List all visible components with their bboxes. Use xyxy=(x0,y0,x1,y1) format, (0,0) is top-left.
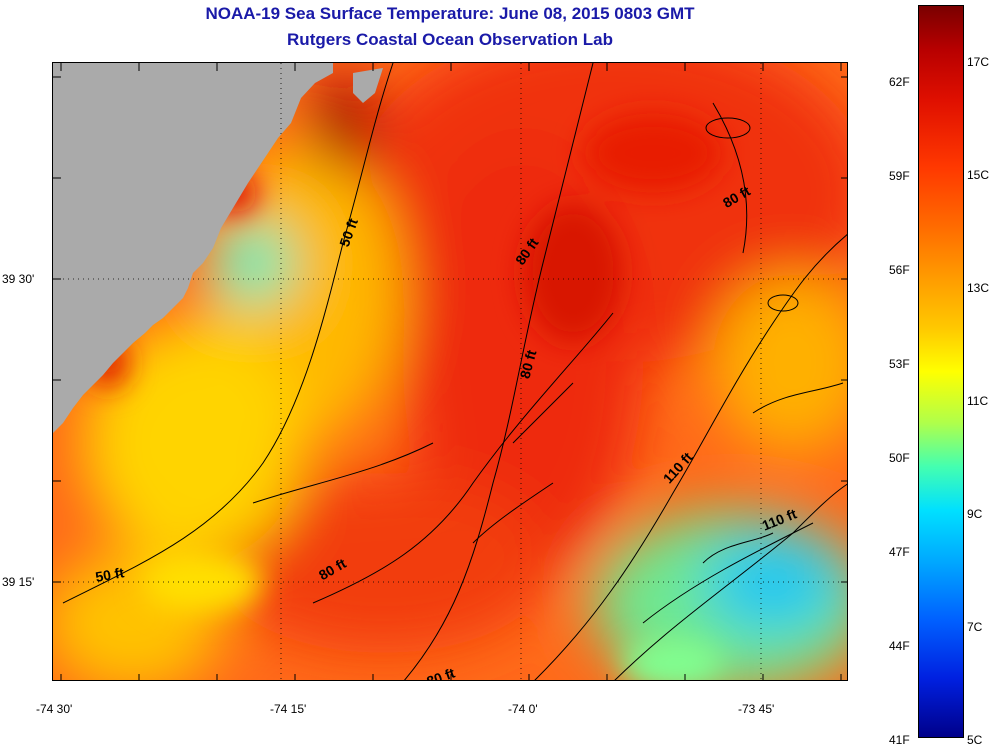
colorbar-label-11c: 11C xyxy=(967,394,989,408)
sst-map: 50 ft 50 ft 80 ft 80 ft 80 ft 80 ft 80 f… xyxy=(52,62,848,681)
lat-label-39-15: 39 15' xyxy=(2,575,35,589)
colorbar-label-5c: 5C xyxy=(967,733,983,747)
colorbar-label-62f: 62F xyxy=(889,75,910,89)
colorbar-label-7c: 7C xyxy=(967,620,983,634)
depth-contours xyxy=(62,63,847,680)
colorbar-label-15c: 15C xyxy=(967,168,990,182)
lon-label-73-45: -73 45' xyxy=(738,702,775,716)
colorbar-label-56f: 56F xyxy=(889,263,910,277)
contour-label-80ft-b: 80 ft xyxy=(517,348,540,380)
lon-label-74-0: -74 0' xyxy=(508,702,538,716)
map-subtitle: Rutgers Coastal Ocean Observation Lab xyxy=(287,30,613,49)
land-area xyxy=(53,63,333,433)
axis-ticks xyxy=(53,63,847,680)
grid-lines xyxy=(53,63,847,680)
colorbar-label-17c: 17C xyxy=(967,55,990,69)
colorbar-label-44f: 44F xyxy=(889,639,910,653)
land-bit xyxy=(353,68,383,103)
colorbar-label-47f: 47F xyxy=(889,545,910,559)
map-title: NOAA-19 Sea Surface Temperature: June 08… xyxy=(205,4,695,23)
lon-label-74-30: -74 30' xyxy=(36,702,73,716)
colorbar-label-53f: 53F xyxy=(889,357,910,371)
colorbar-label-41f: 41F xyxy=(889,733,910,747)
colorbar-label-13c: 13C xyxy=(967,281,990,295)
colorbar-label-9c: 9C xyxy=(967,507,983,521)
temperature-colorbar xyxy=(918,5,964,738)
lon-label-74-15: -74 15' xyxy=(270,702,307,716)
colorbar-label-59f: 59F xyxy=(889,169,910,183)
contour-label-50ft-a: 50 ft xyxy=(94,564,125,585)
sst-map-canvas: 50 ft 50 ft 80 ft 80 ft 80 ft 80 ft 80 f… xyxy=(53,63,847,680)
colorbar-label-50f: 50F xyxy=(889,451,910,465)
lat-label-39-30: 39 30' xyxy=(2,272,35,286)
